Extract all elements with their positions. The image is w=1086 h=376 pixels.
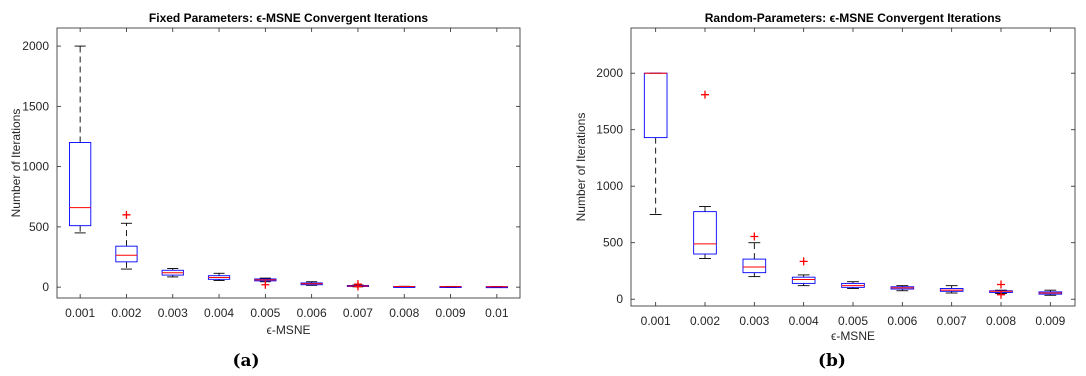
y-tick-label: 500	[603, 236, 623, 250]
x-axis-label: ϵ-MSNE	[267, 323, 311, 337]
box-group-0.002	[693, 90, 717, 259]
x-axis-label: ϵ-MSNE	[831, 329, 875, 343]
outlier-marker	[997, 280, 1005, 289]
y-tick-label: 1000	[22, 160, 49, 174]
x-tick-label: 0.008	[986, 314, 1016, 328]
y-tick-label: 0	[616, 292, 623, 306]
x-tick-label: 0.003	[739, 314, 769, 328]
x-tick-label: 0.003	[158, 306, 188, 320]
box-group-0.01	[485, 286, 508, 289]
x-tick-label: 0.001	[641, 314, 671, 328]
box-group-0.003	[161, 268, 184, 278]
outlier-marker	[122, 210, 131, 219]
outlier-marker	[997, 290, 1005, 299]
y-tick-label: 1500	[22, 99, 49, 113]
plot-frame	[630, 27, 1076, 307]
x-tick-label: 0.004	[204, 306, 234, 320]
y-tick-label: 2000	[596, 66, 623, 80]
box-group-0.004	[207, 272, 231, 281]
box-group-0.006	[890, 285, 915, 292]
plot-frame	[56, 27, 521, 299]
y-tick-label: 2000	[22, 39, 49, 53]
iqr-box	[791, 276, 816, 284]
box-group-0.003	[742, 232, 767, 278]
x-tick-label: 0.009	[1035, 314, 1065, 328]
iqr-box	[115, 245, 138, 263]
y-axis-label: Number of Iterations	[9, 109, 23, 218]
chart-title: Fixed Parameters: ϵ-MSNE Convergent Iter…	[149, 11, 428, 25]
box-group-0.002	[115, 210, 138, 270]
box-group-0.009	[1038, 289, 1063, 296]
x-tick-label: 0.01	[485, 306, 509, 320]
x-tick-label: 0.005	[838, 314, 868, 328]
x-tick-label: 0.009	[436, 306, 466, 320]
x-tick-label: 0.002	[690, 314, 720, 328]
y-axis-label: Number of Iterations	[574, 113, 588, 222]
box-group-0.006	[300, 281, 323, 286]
outlier-marker	[701, 90, 709, 99]
iqr-box	[742, 258, 767, 274]
iqr-box	[693, 211, 717, 255]
x-tick-label: 0.007	[343, 306, 373, 320]
x-tick-label: 0.001	[65, 306, 95, 320]
iqr-box	[69, 142, 92, 227]
outlier-marker	[261, 280, 270, 289]
x-tick-label: 0.006	[887, 314, 917, 328]
caption-a: (a)	[232, 351, 259, 371]
y-tick-label: 1500	[596, 123, 623, 137]
box-group-0.007	[939, 285, 964, 294]
x-tick-label: 0.008	[389, 306, 419, 320]
chart-panel-fixed-parameters: Fixed Parameters: ϵ-MSNE Convergent Iter…	[9, 11, 521, 337]
box-group-0.009	[439, 285, 462, 288]
x-tick-label: 0.007	[937, 314, 967, 328]
caption-b: (b)	[818, 351, 846, 371]
x-tick-label: 0.006	[297, 306, 327, 320]
chart-panel-random-parameters: Random-Parameters: ϵ-MSNE Convergent Ite…	[574, 11, 1076, 343]
box-group-0.005	[841, 281, 865, 289]
box-group-0.008	[989, 280, 1013, 299]
box-group-0.008	[393, 285, 416, 288]
chart-title: Random-Parameters: ϵ-MSNE Convergent Ite…	[705, 11, 1002, 25]
outlier-marker	[353, 282, 362, 291]
y-tick-label: 0	[42, 280, 49, 294]
iqr-box	[643, 72, 668, 139]
box-group-0.007	[346, 280, 370, 291]
box-group-0.001	[69, 45, 92, 234]
x-tick-label: 0.005	[250, 306, 280, 320]
box-group-0.005	[254, 277, 277, 289]
outlier-marker	[750, 232, 759, 241]
x-tick-label: 0.004	[789, 314, 819, 328]
x-tick-label: 0.002	[111, 306, 141, 320]
outlier-marker	[799, 257, 808, 266]
box-group-0.004	[791, 257, 816, 287]
box-group-0.001	[643, 72, 668, 215]
y-tick-label: 500	[29, 220, 49, 234]
y-tick-label: 1000	[596, 179, 623, 193]
